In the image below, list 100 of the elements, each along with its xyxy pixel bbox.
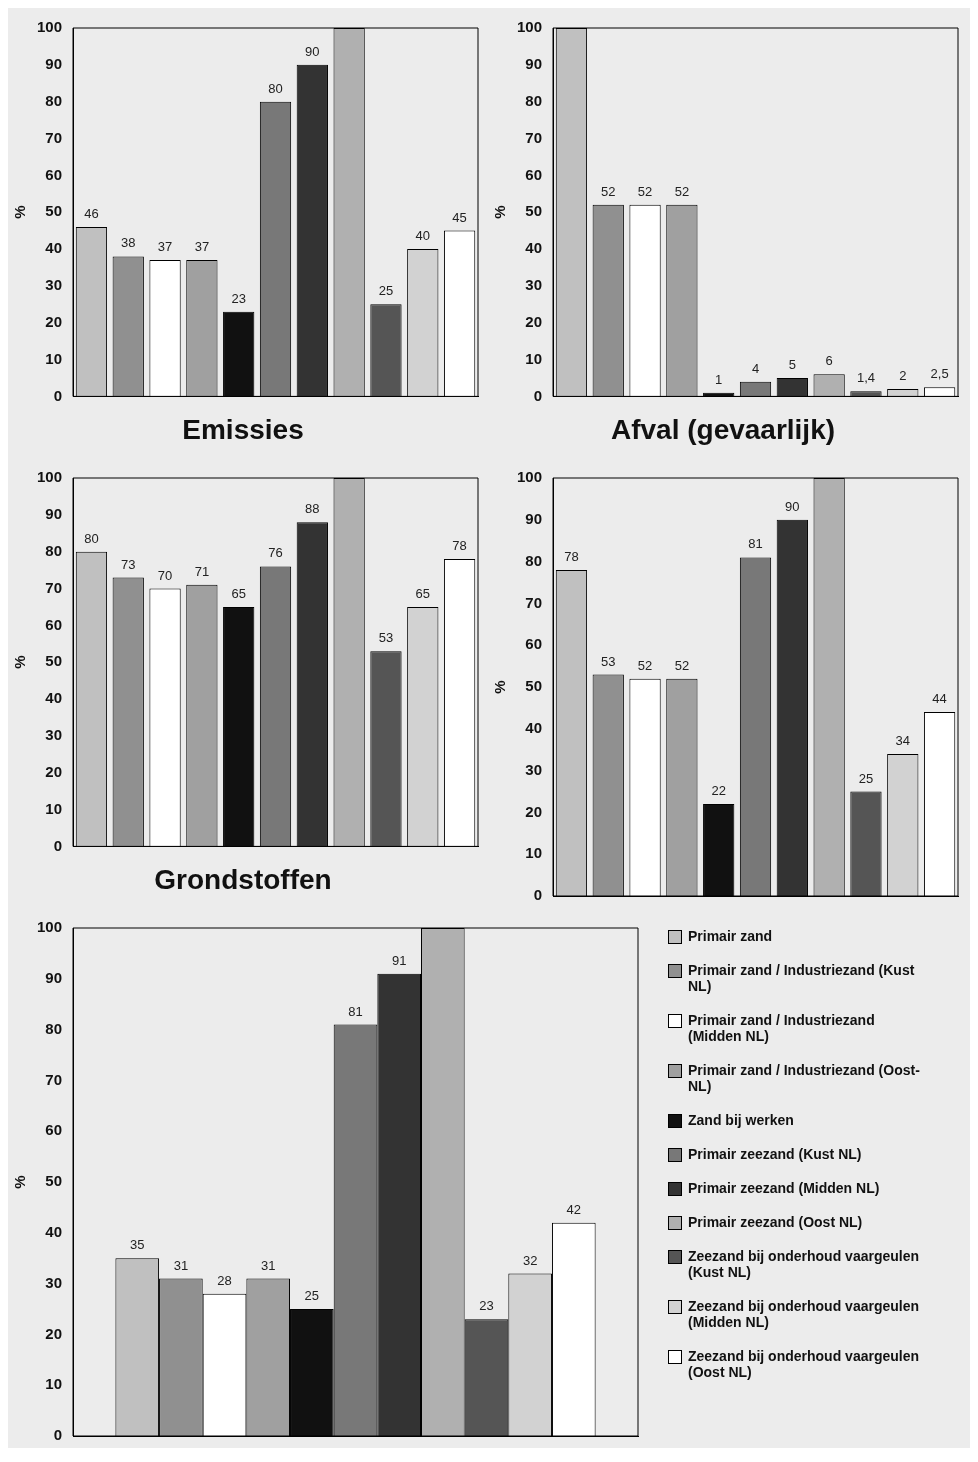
data-label: 90: [785, 498, 800, 514]
y-tick-label: 80: [45, 1019, 63, 1037]
legend-label: Primair zeezand (Oost NL): [688, 1214, 863, 1230]
y-tick-label: 40: [525, 239, 543, 257]
data-label: 46: [84, 206, 99, 222]
data-label: 1,4: [856, 370, 875, 386]
y-tick-label: 20: [525, 802, 543, 820]
y-tick-label: 30: [45, 276, 63, 294]
y-tick-label: 40: [525, 718, 543, 736]
data-label: 91: [391, 952, 407, 968]
y-tick-label: 50: [45, 1172, 63, 1190]
data-label: 52: [637, 183, 653, 199]
y-tick-label: 10: [525, 349, 543, 367]
y-tick-label: 80: [45, 91, 63, 109]
y-tick-label: 10: [525, 844, 543, 862]
data-label: 52: [601, 183, 616, 199]
text: Afval (gevaarlijk): [610, 413, 836, 445]
data-label: 80: [268, 80, 283, 96]
y-axis-title: %: [491, 205, 509, 219]
y-tick-label: 10: [45, 1375, 63, 1393]
legend-label: Primair zand: [688, 928, 773, 944]
data-label: 45: [452, 209, 467, 225]
y-axis-title: %: [11, 1175, 29, 1189]
data-label: 34: [895, 732, 911, 748]
data-label: 1: [715, 371, 723, 387]
y-tick-label: 90: [525, 509, 543, 527]
data-label: 31: [173, 1257, 189, 1273]
y-tick-label: 80: [525, 551, 543, 569]
data-label: 23: [479, 1298, 494, 1314]
data-label: 28: [217, 1272, 232, 1288]
data-label: 23: [231, 290, 246, 306]
y-tick-label: 80: [45, 541, 63, 559]
legend-label: Zeezand bij onderhoud vaargeulen (Midden NL): [688, 1298, 921, 1330]
y-tick-label: 70: [525, 128, 543, 146]
y-tick-label: 0: [53, 386, 63, 404]
y-tick-label: 30: [525, 276, 543, 294]
y-tick-label: 70: [45, 128, 63, 146]
y-tick-label: 50: [525, 677, 543, 695]
data-label: 53: [601, 653, 616, 669]
y-tick-label: 0: [533, 886, 543, 904]
y-tick-label: 20: [525, 312, 543, 330]
data-label: 38: [121, 235, 136, 251]
text: Emissies: [182, 413, 304, 445]
y-tick-label: 40: [45, 689, 63, 707]
data-label: 90: [305, 43, 320, 59]
legend-label: Zand bij werken: [688, 1112, 794, 1128]
data-label: 81: [348, 1003, 363, 1019]
data-label: 81: [748, 536, 763, 552]
y-tick-label: 60: [45, 615, 63, 633]
y-tick-label: 60: [525, 165, 543, 183]
y-tick-label: 70: [525, 593, 543, 611]
legend-label: Primair zeezand (Kust NL): [688, 1146, 862, 1162]
data-label: 44: [932, 691, 947, 707]
data-label: 31: [260, 1257, 276, 1273]
y-tick-label: 20: [45, 312, 63, 330]
data-label: 71: [194, 563, 210, 579]
y-tick-label: 100: [517, 468, 543, 486]
y-tick-label: 50: [45, 202, 63, 220]
data-label: 5: [788, 357, 796, 373]
y-tick-label: 60: [45, 1121, 63, 1139]
data-label: 73: [121, 556, 136, 572]
y-axis-title: %: [491, 680, 509, 694]
data-label: 65: [415, 586, 431, 602]
legend-label: Primair zand / Industriezand (Oost-NL): [688, 1062, 921, 1094]
y-tick-label: 100: [37, 918, 63, 936]
y-tick-label: 30: [45, 1273, 63, 1291]
legend-label: Zeezand bij onderhoud vaargeulen (Kust NL): [688, 1248, 921, 1280]
y-tick-label: 30: [525, 760, 543, 778]
y-tick-label: 0: [533, 386, 543, 404]
y-tick-label: 0: [53, 1426, 63, 1444]
data-label: 6: [825, 353, 833, 369]
y-tick-label: 20: [45, 1324, 63, 1342]
y-tick-label: 40: [45, 1222, 63, 1240]
data-label: 2,5: [930, 366, 949, 382]
data-label: 25: [378, 283, 394, 299]
data-label: 52: [674, 183, 690, 199]
data-label: 76: [268, 545, 283, 561]
data-label: 37: [157, 239, 173, 255]
y-tick-label: 90: [45, 968, 63, 986]
data-label: 35: [129, 1237, 145, 1253]
data-label: 25: [858, 770, 874, 786]
y-tick-label: 40: [45, 239, 63, 257]
data-label: 78: [564, 549, 579, 565]
data-label: 37: [194, 239, 210, 255]
data-label: 80: [84, 530, 99, 546]
y-axis-title: %: [11, 655, 29, 669]
data-label: 32: [522, 1252, 538, 1268]
y-tick-label: 90: [45, 54, 63, 72]
y-tick-label: 90: [525, 54, 543, 72]
data-label: 52: [674, 657, 690, 673]
data-label: 25: [304, 1288, 320, 1304]
y-tick-label: 50: [45, 652, 63, 670]
text: Grondstoffen: [154, 863, 332, 895]
data-label: 40: [415, 228, 431, 244]
y-tick-label: 70: [45, 1070, 63, 1088]
y-tick-label: 10: [45, 799, 63, 817]
y-tick-label: 80: [525, 91, 543, 109]
y-tick-label: 60: [45, 165, 63, 183]
data-label: 65: [231, 586, 246, 602]
data-label: 2: [899, 368, 907, 384]
